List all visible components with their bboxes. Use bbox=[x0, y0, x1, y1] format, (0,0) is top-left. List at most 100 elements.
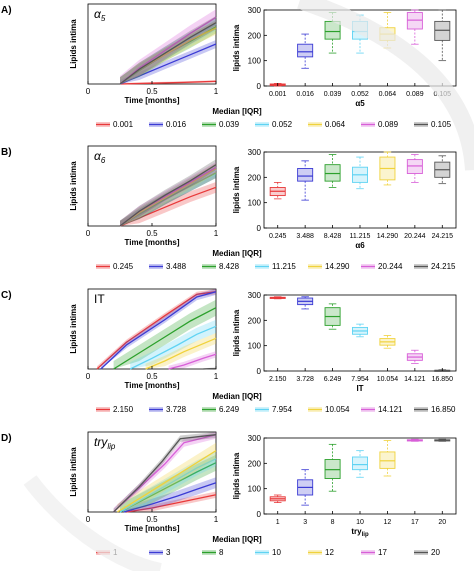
legend-label: 0.064 bbox=[325, 120, 346, 129]
legend-label: 0.052 bbox=[272, 120, 293, 129]
box-0: 2.150 bbox=[269, 296, 287, 383]
median-line bbox=[119, 164, 217, 227]
legend-label: 20 bbox=[431, 548, 440, 557]
box-plot-frame bbox=[263, 437, 457, 515]
line-series-2 bbox=[113, 299, 217, 370]
line-series-0 bbox=[119, 182, 217, 227]
legend-entry-2: 8.428 bbox=[202, 262, 240, 271]
line-series-1 bbox=[119, 40, 217, 85]
box-0: 1 bbox=[269, 494, 286, 526]
iqr-box bbox=[324, 20, 341, 40]
y-tick-label: 100 bbox=[248, 199, 262, 208]
x-tick-label: 0.5 bbox=[146, 229, 158, 238]
median-line bbox=[203, 367, 217, 370]
y-tick-label: 300 bbox=[248, 291, 262, 300]
legend-title: Median [IQR] bbox=[212, 249, 262, 258]
legend-entry-3: 7.954 bbox=[255, 405, 293, 414]
x-axis-label: Time [months] bbox=[125, 96, 180, 105]
box-plot: 0 100 200 300 lipids intima 0.001 0.016 0.039 0.… bbox=[232, 6, 457, 108]
x-axis-label: trylip bbox=[351, 527, 369, 538]
legend-label: 2.150 bbox=[113, 405, 134, 414]
panel-letter: D) bbox=[1, 433, 12, 444]
legend-entry-0: 2.150 bbox=[96, 405, 134, 414]
iqr-box bbox=[434, 20, 451, 41]
x-tick-label: 0.5 bbox=[146, 372, 158, 381]
iqr-band bbox=[145, 333, 216, 369]
median-line bbox=[119, 22, 217, 85]
box-6: 20 bbox=[434, 438, 451, 526]
median-line bbox=[119, 80, 217, 85]
line-series-6 bbox=[119, 159, 217, 227]
line-series-0 bbox=[119, 80, 217, 85]
y-axis-label: Lipids intima bbox=[69, 161, 78, 211]
box-2: 6.249 bbox=[324, 303, 341, 383]
x-tick-label: 17 bbox=[411, 519, 419, 526]
x-axis-label: Time [months] bbox=[125, 524, 180, 533]
iqr-band bbox=[130, 319, 216, 369]
legend-label: 20.244 bbox=[378, 262, 403, 271]
median-line bbox=[119, 186, 217, 227]
legend-label: 1 bbox=[113, 548, 118, 557]
x-tick-label: 10 bbox=[356, 519, 364, 526]
iqr-box bbox=[297, 43, 314, 58]
y-tick-label: 0 bbox=[257, 510, 262, 519]
y-tick-label: 200 bbox=[248, 31, 262, 40]
x-tick-label: 14.290 bbox=[377, 233, 399, 240]
median-line bbox=[96, 291, 217, 370]
line-plot: 0 0.5 1 Time [months] Lipids intima α6 bbox=[69, 145, 219, 247]
x-tick-label: 1 bbox=[214, 372, 219, 381]
median-line bbox=[119, 172, 217, 227]
y-axis-label: Lipids intima bbox=[69, 447, 78, 497]
x-tick-label: 0.5 bbox=[146, 87, 158, 96]
box-0: 0.001 bbox=[269, 83, 287, 98]
legend-entry-5: 20.244 bbox=[361, 262, 403, 271]
y-tick-label: 300 bbox=[248, 6, 262, 15]
line-series-0 bbox=[96, 289, 217, 370]
legend-entry-4: 0.064 bbox=[308, 120, 346, 129]
legend-label: 0.245 bbox=[113, 262, 134, 271]
x-tick-label: 0.105 bbox=[434, 91, 452, 98]
x-tick-label: 3.728 bbox=[296, 376, 314, 383]
legend-entry-2: 0.039 bbox=[202, 120, 240, 129]
panel-b: B) 0 0.5 1 Time [months] Lipids intima α6 0 100 2… bbox=[1, 145, 457, 271]
legend-entry-3: 11.215 bbox=[255, 262, 296, 271]
iqr-box bbox=[324, 459, 341, 479]
y-tick-label: 200 bbox=[248, 173, 262, 182]
legend-label: 17 bbox=[378, 548, 387, 557]
legend-entry-2: 8 bbox=[202, 548, 224, 557]
legend-entry-6: 0.105 bbox=[414, 120, 452, 129]
line-plot: 0 0.5 1 Time [months] Lipids intima α5 bbox=[69, 3, 219, 105]
y-axis-label: Lipids intima bbox=[69, 304, 78, 354]
y-axis-label: lipids intima bbox=[232, 309, 241, 356]
x-tick-label: 0.001 bbox=[269, 91, 287, 98]
x-tick-label: 3 bbox=[303, 519, 307, 526]
x-tick-label: 0 bbox=[86, 515, 91, 524]
legend-entry-5: 0.089 bbox=[361, 120, 399, 129]
box-5: 14.121 bbox=[404, 349, 426, 383]
legend-label: 14.121 bbox=[378, 405, 403, 414]
iqr-box bbox=[406, 12, 423, 30]
x-tick-label: 11.215 bbox=[350, 233, 371, 240]
legend-label: 3.728 bbox=[166, 405, 187, 414]
legend-entry-4: 14.290 bbox=[308, 262, 350, 271]
legend-title: Median [IQR] bbox=[212, 107, 262, 116]
box-plot-frame bbox=[263, 151, 457, 229]
box-3: 7.954 bbox=[351, 323, 369, 383]
x-tick-label: 0 bbox=[86, 372, 91, 381]
median-line bbox=[119, 168, 217, 227]
median-line bbox=[100, 291, 217, 370]
legend-entry-6: 16.850 bbox=[414, 405, 456, 414]
legend-entry-0: 0.245 bbox=[96, 262, 134, 271]
x-tick-label: 0 bbox=[86, 229, 91, 238]
legend-label: 8.428 bbox=[219, 262, 240, 271]
y-tick-label: 0 bbox=[257, 82, 262, 91]
legend-label: 11.215 bbox=[272, 262, 296, 271]
legend-label: 24.215 bbox=[431, 262, 456, 271]
y-tick-label: 100 bbox=[248, 342, 262, 351]
x-tick-label: 3.488 bbox=[296, 233, 314, 240]
legend-label: 0.089 bbox=[378, 120, 399, 129]
iqr-box bbox=[324, 164, 341, 182]
legend-entry-3: 0.052 bbox=[255, 120, 293, 129]
panel-letter: A) bbox=[1, 5, 12, 16]
median-line bbox=[119, 16, 217, 85]
